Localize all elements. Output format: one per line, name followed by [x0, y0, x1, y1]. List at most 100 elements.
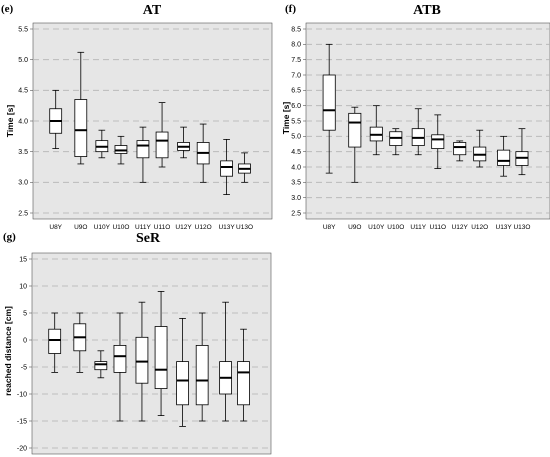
y-tick-label: 10 [19, 283, 27, 290]
y-tick-label: 2.5 [18, 210, 28, 217]
box-u13y [219, 301, 232, 422]
y-tick-label: 4.5 [18, 88, 28, 95]
y-axis-label: Time [s] [281, 102, 291, 135]
x-tick-label: U13Y [218, 224, 235, 231]
y-tick-label: 8.0 [291, 42, 301, 49]
box-u12o [195, 312, 209, 422]
x-tick-label: U11Y [135, 224, 151, 231]
box-u9o [73, 312, 87, 373]
y-tick-label: 6.5 [291, 88, 301, 95]
x-tick-label: U13O [513, 224, 530, 231]
box-u11o [154, 290, 168, 417]
box-u13o [515, 128, 529, 176]
panel-letter: (g) [3, 231, 16, 243]
y-tick-label: 7.5 [291, 57, 301, 64]
iqr-box [155, 131, 169, 159]
y-tick-label: 5.0 [18, 57, 28, 64]
plot-area [32, 22, 273, 220]
y-tick-label: 2.5 [291, 210, 301, 217]
box-u9o [348, 106, 362, 183]
iqr-box [176, 361, 189, 406]
iqr-box [348, 112, 362, 148]
y-tick-label: 0 [23, 337, 27, 344]
y-tick-label: 8.5 [291, 26, 301, 33]
iqr-box [237, 361, 250, 406]
y-tick-label: 3.0 [18, 180, 28, 187]
iqr-box [497, 149, 511, 166]
y-tick-label: 7.0 [291, 72, 301, 79]
x-tick-label: U13Y [496, 224, 513, 231]
chart-title: SeR [136, 231, 161, 246]
box-u13o [237, 328, 250, 422]
x-tick-label: U10O [112, 224, 129, 231]
box-u10y [369, 105, 383, 156]
panel-letter: (f) [285, 3, 296, 15]
box-u8y [322, 43, 336, 174]
x-tick-label: U10Y [368, 224, 385, 231]
panel-letter: (e) [1, 3, 14, 15]
x-tick-label: U12Y [175, 224, 192, 231]
y-tick-label: 3.0 [291, 195, 301, 202]
x-tick-label: U10Y [94, 224, 111, 231]
iqr-box [94, 361, 108, 371]
iqr-box [136, 140, 150, 159]
box-u9o [74, 51, 88, 165]
box-u11y [411, 108, 425, 156]
iqr-box [154, 326, 168, 389]
box-u11o [431, 114, 445, 169]
x-tick-label: U8Y [49, 224, 62, 231]
y-tick-label: 3.5 [18, 149, 28, 156]
box-u10y [94, 350, 108, 379]
box-u8y [48, 312, 62, 373]
y-tick-label: 5 [23, 310, 27, 317]
y-tick-label: -5 [21, 364, 27, 371]
box-u12o [473, 129, 487, 168]
x-tick-label: U11O [430, 224, 447, 231]
x-tick-label: U11Y [410, 224, 426, 231]
box-u10o [114, 135, 128, 165]
x-tick-label: U12Y [452, 224, 469, 231]
x-tick-label: U12O [195, 224, 212, 231]
y-tick-label: 4.0 [291, 164, 301, 171]
box-u11y [136, 126, 150, 183]
y-tick-label: 3.5 [291, 180, 301, 187]
iqr-box [220, 160, 233, 177]
chart-title: AT [143, 3, 162, 18]
box-u12y [177, 126, 190, 159]
box-u13o [238, 152, 251, 183]
chart-panel-at: (e) AT Time [s] 2.5 3.0 3.5 4.0 4.5 5.0 5.5 U8Y… [1, 3, 273, 231]
y-tick-label: 5.5 [291, 118, 301, 125]
iqr-box [113, 344, 127, 373]
y-tick-label: -10 [17, 391, 27, 398]
iqr-box [453, 142, 467, 156]
chart-panel-atb: (f) ATB Time [s] 2.5 3.0 3.5 4.0 4.5 5.0 5.5 6.… [281, 3, 550, 231]
y-tick-label: 5.0 [291, 134, 301, 141]
y-tick-label: 5.5 [18, 26, 28, 33]
box-u12y [453, 140, 467, 162]
box-u13y [220, 138, 233, 196]
y-tick-label: 6.0 [291, 103, 301, 110]
box-u10o [389, 128, 403, 156]
y-tick-label: 15 [19, 256, 27, 263]
iqr-box [74, 99, 88, 157]
box-u10y [95, 129, 109, 159]
iqr-box [135, 336, 149, 384]
chart-title: ATB [413, 3, 441, 18]
iqr-box [322, 74, 336, 131]
x-tick-label: U9O [74, 224, 87, 231]
y-tick-label: -15 [17, 418, 27, 425]
x-tick-label: U11O [154, 224, 171, 231]
y-axis-label: Time [s] [5, 105, 15, 138]
y-tick-label: 4.0 [18, 118, 28, 125]
box-u11o [155, 102, 169, 168]
box-u13y [497, 135, 511, 177]
x-tick-label: U10O [387, 224, 404, 231]
chart-panel-ser: (g) SeR reached distance [cm] -20 -15 -10 -… [3, 231, 272, 455]
iqr-box [195, 344, 209, 406]
iqr-box [48, 328, 62, 354]
x-tick-label: U12O [471, 224, 488, 231]
box-u12y [176, 317, 189, 427]
x-tick-label: U13O [236, 224, 253, 231]
box-u10o [113, 312, 127, 422]
